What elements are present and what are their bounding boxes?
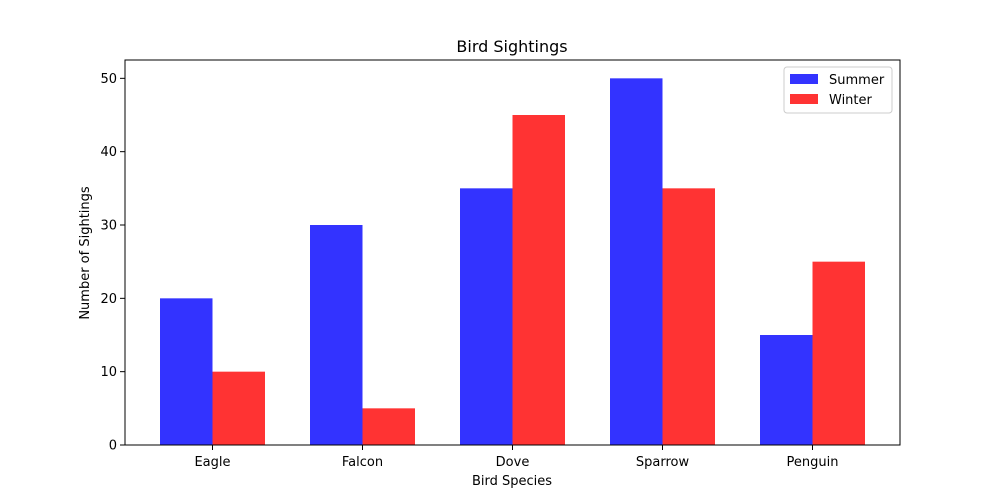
x-tick-label-dove: Dove [496,455,530,470]
legend-swatch-winter [790,94,818,104]
bars-group [160,78,865,446]
bar-summer-sparrow [610,78,663,445]
y-tick-label: 10 [100,365,117,380]
y-tick-label: 50 [100,72,117,87]
x-tick-label-penguin: Penguin [787,455,839,470]
x-tick-label-eagle: Eagle [194,455,230,470]
bar-winter-penguin [812,261,865,445]
x-axis-label: Bird Species [472,474,552,489]
x-tick-label-falcon: Falcon [342,455,383,470]
y-tick-label: 30 [100,219,117,234]
legend-label-winter: Winter [829,93,873,108]
x-axis: Eagle Falcon Dove Sparrow Penguin [194,445,838,470]
bar-winter-falcon [362,408,415,445]
legend-swatch-summer [790,74,818,84]
bar-winter-sparrow [662,188,715,446]
y-axis-label: Number of Sightings [78,186,93,320]
chart-title: Bird Sightings [456,37,567,56]
bar-winter-eagle [212,371,265,445]
y-axis: 0 10 20 30 40 50 [100,72,125,454]
y-tick-label: 0 [109,439,117,454]
bar-summer-penguin [760,335,813,445]
bar-summer-dove [460,188,513,446]
x-tick-label-sparrow: Sparrow [636,455,690,470]
bar-summer-falcon [310,225,363,445]
y-tick-label: 40 [100,145,117,160]
plot-frame [124,59,901,446]
y-tick-label: 20 [100,292,117,307]
legend: Summer Winter [783,66,893,114]
bar-winter-dove [512,115,565,445]
legend-label-summer: Summer [829,73,885,88]
bar-summer-eagle [160,298,213,445]
